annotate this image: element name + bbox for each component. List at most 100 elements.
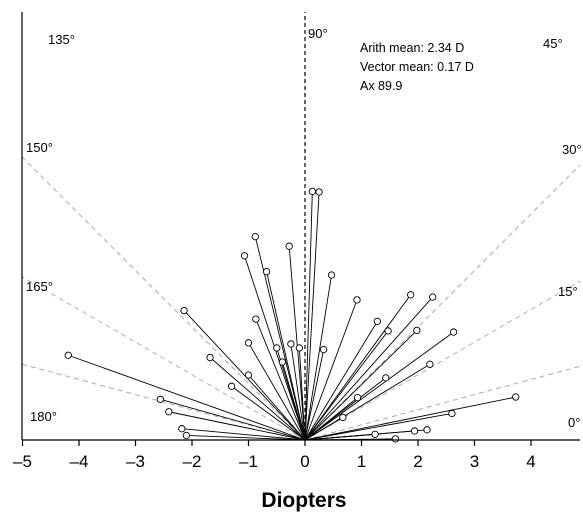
vector-line [304, 191, 320, 441]
vector-line [248, 342, 306, 441]
data-point [373, 317, 381, 325]
vector-line [168, 411, 306, 441]
data-point [382, 374, 390, 382]
data-point [178, 425, 186, 433]
vector-lines [64, 187, 520, 443]
angle-labels: 0° 15° 30° 45° 90° 135° 150° 165° 180° [26, 26, 582, 430]
data-point [165, 408, 173, 416]
x-tick-label: –2 [183, 452, 202, 471]
x-axis-label: Diopters [261, 489, 346, 512]
vector-line [304, 433, 376, 441]
vector-line [160, 398, 306, 441]
data-point [391, 435, 400, 443]
x-tick-label: 1 [357, 452, 366, 471]
angle-label-180: 180° [30, 409, 57, 424]
x-tick-label: 0 [300, 452, 309, 471]
data-point [156, 395, 165, 403]
guide-line-45 [304, 164, 581, 441]
vector-line [304, 299, 358, 441]
angle-label-30: 30° [562, 142, 582, 157]
vector-line [209, 357, 306, 441]
x-tick-label: –4 [70, 452, 89, 471]
x-tick-label: 3 [470, 452, 479, 471]
data-point [64, 351, 72, 359]
vector-line [304, 274, 332, 441]
guide-line-15 [304, 365, 581, 441]
vector-line [304, 396, 516, 441]
guide-line-135 [21, 156, 306, 441]
angle-label-90: 90° [308, 26, 328, 41]
data-point [252, 315, 260, 323]
stats-box: Arith mean: 2.34 D Vector mean: 0.17 D A… [360, 41, 474, 93]
data-point [285, 242, 293, 250]
data-point [273, 344, 281, 352]
angle-label-150: 150° [26, 140, 53, 155]
vector-line [231, 385, 306, 441]
data-point [429, 293, 437, 301]
data-point [295, 344, 303, 352]
vector-line [304, 331, 454, 441]
data-point [407, 291, 415, 299]
data-point [448, 409, 456, 418]
data-point [180, 306, 188, 315]
data-point [327, 271, 336, 279]
axis-text: Ax 89.9 [360, 79, 402, 93]
data-point [449, 328, 458, 336]
data-point [240, 252, 249, 260]
vector-line [304, 296, 434, 441]
data-point [287, 340, 295, 348]
data-point [262, 267, 271, 276]
vector-line [304, 349, 325, 441]
vector-line [304, 417, 344, 441]
data-point [426, 360, 434, 368]
data-point [384, 327, 392, 335]
data-point [251, 232, 259, 241]
angle-label-165: 165° [26, 279, 53, 294]
x-tick-label: –3 [126, 452, 145, 471]
vector-line [298, 347, 306, 441]
x-tick-label: 4 [526, 452, 535, 471]
data-point [353, 296, 361, 304]
data-point [244, 339, 253, 347]
data-point [371, 430, 379, 438]
data-point [339, 413, 347, 422]
x-tick-label: 2 [413, 452, 422, 471]
data-point [319, 345, 328, 354]
vector-line [281, 361, 306, 441]
arith-mean-text: Arith mean: 2.34 D [360, 41, 464, 55]
data-point [410, 427, 419, 435]
angle-label-0: 0° [568, 415, 580, 430]
vector-line [288, 246, 306, 441]
vector-line [186, 435, 306, 441]
x-tick-label: –1 [239, 452, 258, 471]
angle-guides [21, 12, 581, 441]
vector-line [290, 343, 306, 441]
data-point [244, 371, 253, 379]
data-point [353, 393, 362, 402]
data-point [227, 382, 236, 390]
vector-line [304, 330, 418, 441]
guide-line-30 [304, 280, 581, 441]
data-point [413, 326, 421, 335]
angle-label-15: 15° [558, 284, 578, 299]
data-point [315, 188, 323, 196]
vector-line [304, 321, 378, 441]
data-point [512, 393, 520, 401]
vector-line [255, 318, 306, 441]
x-tick-label: –5 [13, 452, 32, 471]
angle-label-135: 135° [48, 32, 75, 47]
guide-line-165 [21, 363, 306, 441]
vector-line [266, 271, 306, 441]
vector-line [68, 354, 306, 441]
vector-line [304, 191, 313, 441]
vector-line [248, 374, 306, 441]
vector-line [304, 330, 389, 441]
data-point [308, 187, 316, 196]
guide-line-150 [21, 276, 306, 441]
data-point [206, 353, 214, 362]
vector-mean-text: Vector mean: 0.17 D [360, 60, 474, 74]
vector-line [181, 428, 306, 441]
data-point [278, 358, 287, 366]
x-axis: –5 –4 –3 –2 –1 0 1 2 3 4 [13, 12, 580, 471]
